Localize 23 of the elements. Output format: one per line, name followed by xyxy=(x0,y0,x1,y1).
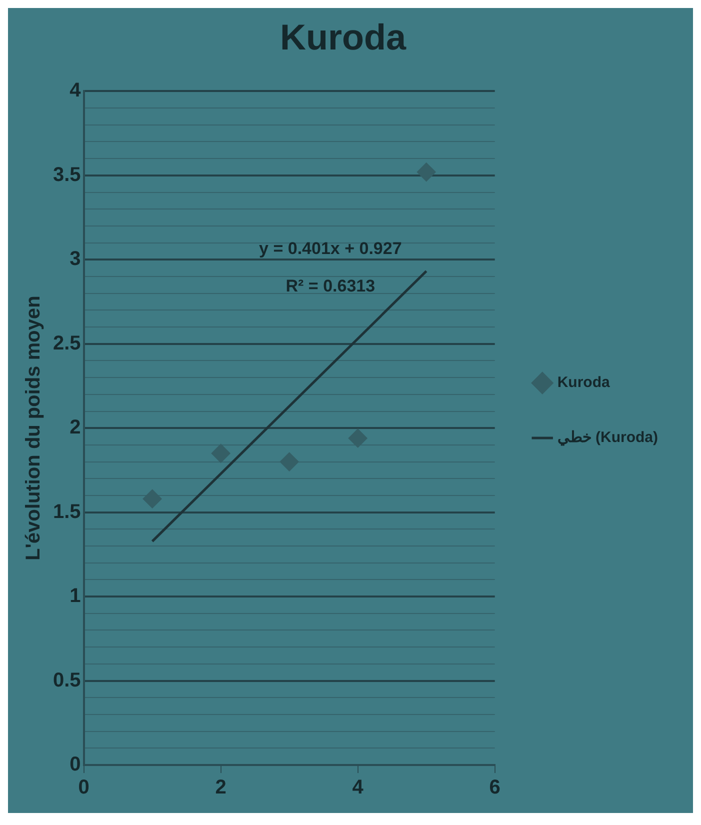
y-tick-label: 3.5 xyxy=(52,164,81,186)
x-tick-label: 6 xyxy=(489,776,500,799)
chart-title: Kuroda xyxy=(280,16,407,58)
y-tick-label: 1.5 xyxy=(52,500,81,523)
annotation: R² = 0.6313 xyxy=(286,276,376,296)
x-tick-label: 2 xyxy=(215,776,226,799)
point xyxy=(211,444,230,463)
y-axis-title: L'évolution du poids moyen xyxy=(22,296,45,560)
y-tick-label: 3 xyxy=(70,248,81,270)
x-tick-label: 4 xyxy=(352,776,364,799)
point xyxy=(416,162,436,182)
point xyxy=(280,452,299,472)
legend-label: خطي (Kuroda) xyxy=(557,429,658,448)
legend-label: Kuroda xyxy=(557,374,610,392)
y-tick-label: 0.5 xyxy=(52,669,81,692)
y-tick-label: 0 xyxy=(70,754,81,776)
annotation: y = 0.401x + 0.927 xyxy=(259,239,402,258)
point xyxy=(142,489,162,508)
y-tick-label: 4 xyxy=(70,80,82,102)
y-tick-label: 1 xyxy=(70,585,81,608)
y-tick-label: 2 xyxy=(70,416,81,439)
point xyxy=(348,428,368,448)
y-tick-label: 2.5 xyxy=(52,332,81,354)
